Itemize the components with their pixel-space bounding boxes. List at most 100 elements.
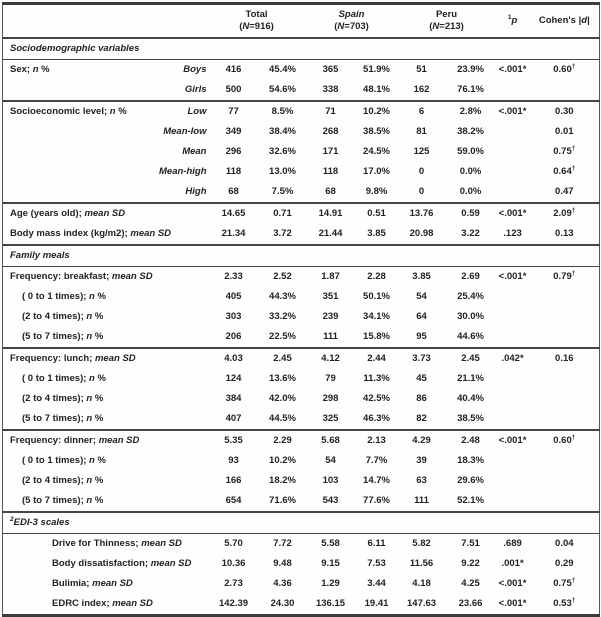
cell-value: 2.45: [259, 347, 306, 369]
cell-value: 125: [413, 146, 430, 157]
cell-value: 77.6%: [363, 495, 390, 506]
cell-cohens-d: 2.09†: [529, 202, 600, 224]
cell-cohens-d: [530, 307, 600, 327]
cell-value: 4.18: [412, 578, 431, 589]
cell-value: 239: [322, 311, 339, 322]
cell-value: 6: [397, 100, 446, 122]
cell-value: 500: [225, 84, 242, 95]
cell-value: 2.29: [259, 429, 306, 451]
cell-value: 30.0%: [457, 311, 484, 322]
cell-cohens-d: [530, 409, 600, 430]
cell-value: 365: [322, 64, 339, 75]
cell-p-value: [496, 287, 530, 307]
section-row: Sociodemographic variables: [2, 37, 600, 60]
cell-value: 0.59: [445, 202, 496, 224]
cell-value: 71.6%: [269, 495, 296, 506]
cell-value: 82: [416, 413, 427, 424]
table-row: ( 0 to 1 times); n % 124 13.6% 79 11.3% 45 21.…: [3, 369, 600, 389]
cell-value: 8.5%: [259, 100, 306, 122]
cell-value: 1.29: [321, 578, 340, 589]
cell-value: 124: [225, 373, 242, 384]
cell-value: 0.51: [355, 202, 398, 224]
cell-value: 14.91: [305, 202, 356, 224]
cell-p-value: <.001*: [498, 598, 527, 609]
cell-cohens-d: 0.53†: [553, 596, 576, 609]
cell-cohens-d: [530, 369, 600, 389]
cell-cohens-d: 0.60†: [553, 62, 576, 75]
cell-value: 11.56: [409, 558, 434, 569]
cell-value: 29.6%: [457, 475, 484, 486]
cell-p-value: [496, 307, 530, 327]
cell-value: 416: [225, 64, 242, 75]
row-sublabel: Mean-low: [163, 126, 207, 137]
section-label: Family meals: [2, 244, 600, 267]
cell-value: 142.39: [218, 598, 249, 609]
header-total-name: Total: [245, 9, 268, 20]
row-label: (5 to 7 times); n %: [22, 413, 104, 424]
cell-value: 5.70: [224, 538, 243, 549]
row-label: Drive for Thinness; mean SD: [52, 538, 182, 549]
row-label: Frequency: lunch; mean SD: [2, 347, 208, 369]
cell-value: 45.4%: [269, 64, 296, 75]
table-row: Drive for Thinness; mean SD 5.70 7.72 5.58 6…: [3, 534, 600, 555]
cell-p-value: <.001*: [498, 64, 527, 75]
cell-value: 2.69: [461, 271, 480, 282]
cell-p-value: .001*: [501, 558, 524, 569]
cell-value: 5.82: [412, 538, 431, 549]
row-label: [3, 122, 121, 142]
row-label: Body mass index (kg/m2); mean SD: [10, 228, 172, 239]
cell-cohens-d: [530, 80, 600, 101]
cell-value: 45: [416, 373, 427, 384]
row-sublabel: Girls: [184, 84, 207, 95]
table-row: ( 0 to 1 times); n % 93 10.2% 54 7.7% 39 18.3%: [3, 451, 600, 471]
cell-p-value: [496, 409, 530, 430]
cell-p-value: <.001*: [498, 578, 527, 589]
row-sublabel: Mean: [182, 146, 207, 157]
cell-value: 0: [418, 186, 425, 197]
cell-value: 38.5%: [363, 126, 390, 137]
table-body: Sociodemographic variables Sex; n % Boys 41…: [2, 37, 600, 616]
cell-value: 68: [228, 186, 239, 197]
row-label: (2 to 4 times); n %: [22, 475, 104, 486]
cell-value: 3.85: [367, 228, 386, 239]
cell-value: 39: [416, 455, 427, 466]
cell-value: 5.58: [321, 538, 340, 549]
row-label: Frequency: dinner; mean SD: [2, 429, 208, 451]
cell-value: 298: [322, 393, 339, 404]
cell-value: 51: [416, 64, 427, 75]
cell-value: 22.5%: [269, 331, 296, 342]
row-label: Bulimia; mean SD: [52, 578, 133, 589]
cell-value: 42.0%: [269, 393, 296, 404]
header-cohens-d: Cohen's |d|: [538, 15, 590, 26]
cell-value: 2.52: [273, 271, 292, 282]
cell-value: 171: [322, 146, 339, 157]
row-sublabel: Mean-high: [159, 166, 207, 177]
table-row: Frequency: lunch; mean SD 4.03 2.45 4.12 2.4…: [2, 347, 600, 369]
cell-value: 18.2%: [269, 475, 296, 486]
cell-value: 44.5%: [269, 413, 296, 424]
cell-value: 68: [325, 186, 336, 197]
cell-value: 23.66: [458, 598, 483, 609]
row-label: [3, 80, 121, 101]
cell-p-value: <.001*: [495, 429, 530, 451]
cell-value: 4.29: [397, 429, 446, 451]
section-row: 2EDI-3 scales: [2, 511, 600, 534]
cell-value: 2.13: [355, 429, 398, 451]
cell-cohens-d: [530, 287, 600, 307]
cell-value: 0.0%: [459, 166, 482, 177]
cell-value: 7.51: [461, 538, 480, 549]
cell-p-value: [496, 327, 530, 348]
row-label: ( 0 to 1 times); n %: [22, 455, 106, 466]
cell-value: 407: [225, 413, 242, 424]
cell-cohens-d: [530, 327, 600, 348]
cell-value: 0.0%: [459, 186, 482, 197]
cell-cohens-d: 0.04: [555, 538, 574, 549]
section-label: 2EDI-3 scales: [2, 511, 600, 534]
cell-value: 86: [416, 393, 427, 404]
cell-value: 268: [322, 126, 339, 137]
cell-value: 54.6%: [269, 84, 296, 95]
cell-value: 3.22: [461, 228, 480, 239]
cell-value: 15.8%: [363, 331, 390, 342]
table-row: Mean-high 118 13.0% 118 17.0% 0 0.0% 0.64†: [3, 162, 600, 182]
cell-value: 6.11: [367, 538, 386, 549]
